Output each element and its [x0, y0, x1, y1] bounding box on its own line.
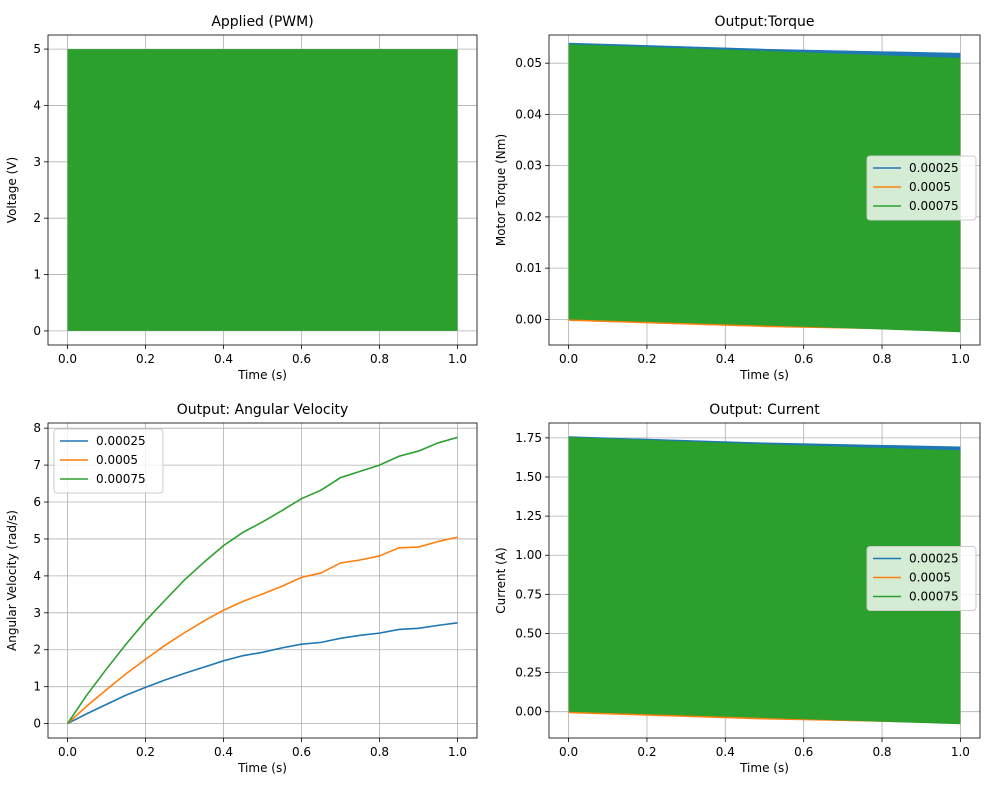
axes-frame: [548, 422, 981, 739]
x-tick-label: 1.0: [951, 745, 970, 759]
legend-box: [53, 428, 164, 494]
x-tick-label: 0.2: [136, 352, 155, 366]
y-tick-label: 1: [33, 680, 41, 694]
x-tick-label: 0.6: [292, 352, 311, 366]
y-tick-label: 1.25: [515, 509, 542, 523]
x-tick-label: 0.0: [58, 352, 77, 366]
y-tick-label: 1.75: [515, 431, 542, 445]
x-tick-label: 0.2: [136, 745, 155, 759]
y-tick-label: 7: [33, 458, 41, 472]
legend-box: [866, 155, 977, 221]
x-tick-label: 0.0: [58, 745, 77, 759]
legend-entry: 0.00025: [909, 552, 959, 566]
legend-entry: 0.00025: [96, 434, 146, 448]
y-tick-label: 1.50: [515, 470, 542, 484]
series-band-0.00075: [568, 437, 961, 725]
y-tick-label: 1.00: [515, 548, 542, 562]
legend-entry: 0.0005: [909, 180, 951, 194]
x-tick-label: 1.0: [448, 745, 467, 759]
x-axis-label: Time (s): [739, 761, 789, 775]
plot-area: [67, 49, 458, 331]
x-tick-label: 0.8: [872, 745, 891, 759]
y-tick-label: 2: [33, 211, 41, 225]
y-tick-label: 5: [33, 532, 41, 546]
subplot-2: 0.0 0.2 0.4 0.6 0.8 1.0 0.00 0.01 0.02 0.03 0.04 0.…: [494, 14, 981, 382]
subplot-4: 0.0 0.2 0.4 0.6 0.8 1.0 0.00 0.25 0.50 0.75 1.00 1.…: [494, 402, 981, 775]
legend: 0.00025 0.0005 0.00075: [866, 155, 977, 221]
y-axis-label: Current (A): [494, 547, 508, 613]
y-tick-label: 0.02: [515, 210, 542, 224]
series-line-0.00025: [67, 621, 458, 725]
x-tick-label: 0.6: [794, 745, 813, 759]
legend-entry: 0.00075: [96, 472, 146, 486]
plot-area: [568, 436, 961, 725]
subplot-title: Output:Torque: [715, 14, 815, 30]
legend: 0.00025 0.0005 0.00075: [53, 428, 164, 494]
subplot-1: 0.0 0.2 0.4 0.6 0.8 1.0 0 1 2 3 4 5 Applied (PWM) Tim…: [5, 14, 478, 382]
x-tick-label: 0.0: [559, 745, 578, 759]
subplot-title: Applied (PWM): [211, 14, 313, 30]
legend-entry: 0.00025: [909, 161, 959, 175]
x-axis-label: Time (s): [237, 368, 287, 382]
legend: 0.00025 0.0005 0.00075: [866, 546, 977, 611]
y-tick-label: 0.03: [515, 159, 542, 173]
x-tick-label: 0.4: [716, 352, 735, 366]
x-axis-label: Time (s): [739, 368, 789, 382]
axes-frame: [47, 422, 478, 739]
x-axis-label: Time (s): [237, 761, 287, 775]
y-axis-label: Voltage (V): [5, 157, 19, 223]
x-tick-label: 0.6: [794, 352, 813, 366]
x-tick-label: 0.4: [716, 745, 735, 759]
y-tick-label: 8: [33, 421, 41, 435]
y-tick-label: 0.25: [515, 666, 542, 680]
y-tick-label: 6: [33, 495, 41, 509]
x-tick-label: 0.6: [292, 745, 311, 759]
y-tick-label: 0.75: [515, 587, 542, 601]
x-tick-label: 0.2: [637, 352, 656, 366]
y-tick-label: 2: [33, 643, 41, 657]
y-tick-label: 5: [33, 42, 41, 56]
plot-area: [66, 436, 458, 725]
legend-entry: 0.00075: [909, 199, 959, 213]
plot-area: [568, 42, 961, 333]
y-axis-label: Motor Torque (Nm): [494, 134, 508, 246]
legend-entry: 0.0005: [96, 453, 138, 467]
x-tick-label: 1.0: [448, 352, 467, 366]
legend-entry: 0.0005: [909, 571, 951, 585]
x-tick-label: 1.0: [951, 352, 970, 366]
y-tick-label: 3: [33, 606, 41, 620]
y-tick-label: 0.01: [515, 261, 542, 275]
x-tick-label: 0.8: [370, 745, 389, 759]
subplot-title: Output: Angular Velocity: [177, 402, 349, 418]
y-tick-label: 0.04: [515, 107, 542, 121]
y-tick-label: 0: [33, 324, 41, 338]
y-tick-label: 3: [33, 155, 41, 169]
y-tick-label: 0.00: [515, 312, 542, 326]
y-axis-label: Angular Velocity (rad/s): [5, 510, 19, 651]
legend-box: [866, 546, 977, 611]
y-tick-label: 4: [33, 569, 41, 583]
axes-frame: [548, 34, 981, 346]
x-tick-label: 0.8: [370, 352, 389, 366]
axes-frame: [47, 34, 478, 346]
x-tick-label: 0.2: [637, 745, 656, 759]
y-tick-label: 0.05: [515, 56, 542, 70]
y-tick-label: 0.50: [515, 626, 542, 640]
y-tick-label: 1: [33, 268, 41, 282]
subplot-3: 0.0 0.2 0.4 0.6 0.8 1.0 0 1 2 3 4 5 6 7 8 Output: Angul…: [5, 402, 478, 775]
y-tick-label: 4: [33, 98, 41, 112]
series-band-0.00075: [568, 44, 961, 333]
series-line-0.0005: [66, 536, 458, 725]
y-tick-label: 0: [33, 717, 41, 731]
x-tick-label: 0.4: [214, 352, 233, 366]
x-tick-label: 0.0: [559, 352, 578, 366]
x-tick-label: 0.8: [872, 352, 891, 366]
subplot-title: Output: Current: [709, 402, 820, 418]
series-band-0: [67, 49, 458, 331]
x-tick-label: 0.4: [214, 745, 233, 759]
y-tick-label: 0.00: [515, 705, 542, 719]
series-line-0.00075: [66, 436, 458, 725]
legend-entry: 0.00075: [909, 590, 959, 604]
